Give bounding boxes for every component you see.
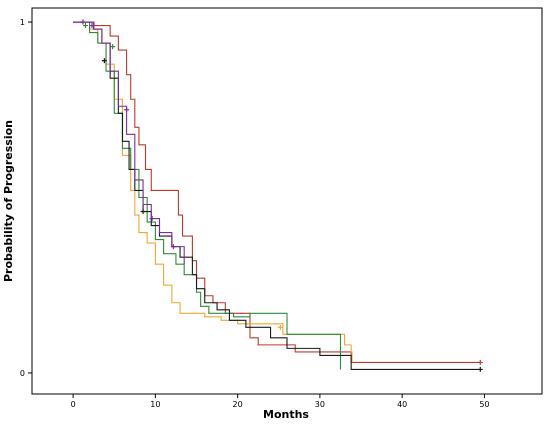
censor-mark xyxy=(477,366,483,372)
censor-mark xyxy=(80,19,86,25)
censor-mark xyxy=(124,107,130,113)
censor-mark xyxy=(477,359,483,365)
x-axis: 0 10 20 30 40 50 xyxy=(71,394,490,409)
series-line-2 xyxy=(73,21,353,363)
y-tick-label: 1 xyxy=(20,18,25,27)
y-axis: 01 xyxy=(20,18,32,378)
censor-mark xyxy=(89,23,95,29)
x-tick-label: 0 xyxy=(71,400,76,409)
series-line-5 xyxy=(73,21,185,265)
x-tick-label: 20 xyxy=(233,400,243,409)
x-tick-label: 40 xyxy=(397,400,407,409)
x-tick-label: 10 xyxy=(150,400,160,409)
x-tick-label: 30 xyxy=(315,400,325,409)
censor-mark xyxy=(110,44,116,50)
censor-mark xyxy=(101,58,107,64)
censor-mark xyxy=(170,244,176,250)
y-axis-title: Probability of Progression xyxy=(2,120,15,282)
y-tick-label: 0 xyxy=(20,369,25,378)
plot-frame xyxy=(31,7,543,395)
series-layer xyxy=(73,19,483,372)
x-tick-label: 50 xyxy=(479,400,489,409)
x-axis-title: Months xyxy=(263,408,309,421)
censor-mark xyxy=(82,23,88,29)
series-line-1 xyxy=(73,21,481,363)
censor-mark xyxy=(149,216,155,222)
censor-mark xyxy=(277,324,283,330)
censor-mark xyxy=(140,209,146,215)
